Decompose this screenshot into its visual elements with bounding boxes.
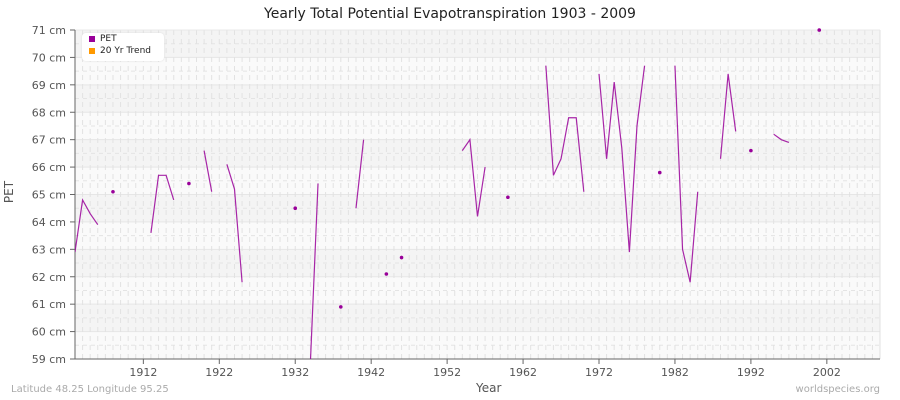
location-caption: Latitude 48.25 Longitude 95.25 — [11, 384, 169, 395]
legend: PET 20 Yr Trend — [82, 33, 164, 61]
svg-text:2002: 2002 — [813, 366, 841, 379]
chart-title: Yearly Total Potential Evapotranspiratio… — [264, 6, 636, 22]
svg-text:1982: 1982 — [661, 366, 689, 379]
legend-swatch-trend-icon — [89, 48, 95, 54]
svg-text:71 cm: 71 cm — [32, 24, 66, 37]
svg-text:1992: 1992 — [737, 366, 765, 379]
source-credit: worldspecies.org — [795, 384, 880, 395]
svg-text:70 cm: 70 cm — [32, 51, 66, 64]
svg-text:62 cm: 62 cm — [32, 271, 66, 284]
legend-swatch-pet-icon — [89, 36, 95, 42]
legend-item-pet: PET — [82, 33, 164, 45]
svg-text:69 cm: 69 cm — [32, 79, 66, 92]
svg-text:65 cm: 65 cm — [32, 189, 66, 202]
svg-text:60 cm: 60 cm — [32, 326, 66, 339]
svg-text:66 cm: 66 cm — [32, 161, 66, 174]
y-axis-label: PET — [2, 180, 17, 204]
svg-text:1932: 1932 — [281, 366, 309, 379]
svg-text:1952: 1952 — [433, 366, 461, 379]
svg-text:1962: 1962 — [509, 366, 537, 379]
x-axis-label: Year — [476, 381, 502, 395]
legend-item-trend: 20 Yr Trend — [82, 45, 164, 57]
svg-text:63 cm: 63 cm — [32, 243, 66, 256]
svg-text:59 cm: 59 cm — [32, 353, 66, 366]
svg-text:61 cm: 61 cm — [32, 298, 66, 311]
svg-text:1922: 1922 — [205, 366, 233, 379]
svg-text:64 cm: 64 cm — [32, 216, 66, 229]
legend-label-trend: 20 Yr Trend — [100, 46, 152, 56]
svg-text:1942: 1942 — [357, 366, 385, 379]
svg-text:68 cm: 68 cm — [32, 106, 66, 119]
legend-label-pet: PET — [100, 34, 117, 44]
svg-text:1912: 1912 — [129, 366, 157, 379]
svg-text:1972: 1972 — [585, 366, 613, 379]
svg-text:67 cm: 67 cm — [32, 134, 66, 147]
